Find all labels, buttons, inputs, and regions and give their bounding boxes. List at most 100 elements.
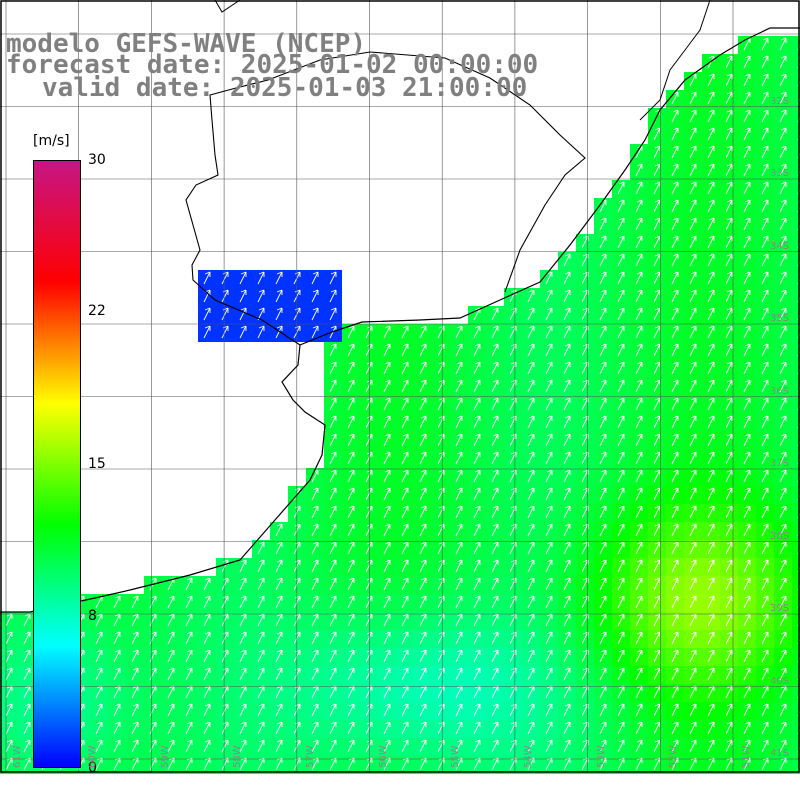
wind-arrow bbox=[383, 469, 391, 483]
wind-arrow bbox=[761, 163, 769, 177]
wind-arrow bbox=[743, 739, 751, 753]
wind-arrow bbox=[599, 703, 607, 717]
colorbar-tick-0: 0 bbox=[88, 760, 97, 776]
wind-arrow bbox=[689, 379, 697, 393]
wind-arrow bbox=[743, 397, 751, 411]
wind-arrow bbox=[761, 109, 769, 123]
title-line-1: modelo GEFS-WAVE (NCEP) bbox=[6, 29, 367, 59]
wind-arrow bbox=[581, 235, 589, 249]
wind-arrow bbox=[671, 433, 679, 447]
wind-arrow bbox=[671, 703, 679, 717]
wind-cell bbox=[792, 90, 800, 108]
lat-label: 40S bbox=[770, 676, 790, 687]
wind-arrow bbox=[113, 649, 121, 663]
wind-arrow bbox=[761, 469, 769, 483]
wind-arrow bbox=[761, 631, 769, 645]
wind-arrow bbox=[617, 559, 625, 573]
wind-arrow bbox=[671, 307, 679, 321]
wind-cell bbox=[792, 522, 800, 540]
wind-arrow bbox=[527, 415, 535, 429]
wind-arrow bbox=[779, 505, 787, 519]
wind-cell bbox=[792, 432, 800, 450]
wind-arrow bbox=[329, 667, 337, 681]
wind-arrow bbox=[743, 487, 751, 501]
wind-arrow bbox=[527, 595, 535, 609]
lon-label: 60W bbox=[87, 745, 98, 768]
wind-cell bbox=[792, 468, 800, 486]
wind-arrow bbox=[239, 577, 247, 591]
wind-arrow bbox=[347, 541, 355, 555]
wind-cell bbox=[792, 540, 800, 558]
wind-arrow bbox=[455, 559, 463, 573]
lon-label: 56W bbox=[378, 745, 389, 768]
wind-arrow bbox=[617, 631, 625, 645]
colorbar-tick-30: 30 bbox=[88, 152, 106, 168]
wind-arrow bbox=[203, 325, 211, 339]
wind-arrow bbox=[437, 505, 445, 519]
wind-arrow bbox=[473, 613, 481, 627]
wind-arrow bbox=[131, 703, 139, 717]
wind-arrow bbox=[761, 361, 769, 375]
wind-arrow bbox=[725, 73, 733, 87]
wind-arrow bbox=[23, 721, 31, 735]
wind-arrow bbox=[725, 487, 733, 501]
wind-arrow bbox=[761, 451, 769, 465]
wind-arrow bbox=[491, 505, 499, 519]
wind-arrow bbox=[581, 631, 589, 645]
wind-cell bbox=[792, 702, 800, 720]
wind-arrow bbox=[437, 649, 445, 663]
wind-arrow bbox=[599, 325, 607, 339]
wind-arrow bbox=[257, 739, 265, 753]
wind-arrow bbox=[779, 109, 787, 123]
wind-arrow bbox=[635, 505, 643, 519]
wind-arrow bbox=[563, 415, 571, 429]
wind-arrow bbox=[419, 703, 427, 717]
wind-arrow bbox=[707, 109, 715, 123]
wind-arrow bbox=[689, 397, 697, 411]
lat-lon-grid bbox=[0, 0, 800, 773]
wind-arrow bbox=[779, 415, 787, 429]
wind-arrow bbox=[5, 613, 13, 627]
wind-arrow bbox=[419, 667, 427, 681]
wind-arrow bbox=[725, 163, 733, 177]
wind-arrow bbox=[779, 127, 787, 141]
wind-arrow bbox=[545, 289, 553, 303]
wind-cell bbox=[792, 324, 800, 342]
wind-arrow bbox=[725, 217, 733, 231]
wind-arrows bbox=[5, 37, 800, 771]
wind-arrow bbox=[329, 739, 337, 753]
wind-arrow bbox=[671, 145, 679, 159]
wind-arrow bbox=[545, 703, 553, 717]
wind-arrow bbox=[311, 487, 319, 501]
wind-arrow bbox=[545, 433, 553, 447]
wind-arrow bbox=[239, 631, 247, 645]
wind-arrow bbox=[527, 613, 535, 627]
wind-arrow bbox=[707, 217, 715, 231]
wind-arrow bbox=[473, 631, 481, 645]
wind-arrow bbox=[203, 613, 211, 627]
wind-arrow bbox=[527, 397, 535, 411]
wind-arrow bbox=[473, 469, 481, 483]
wind-arrow bbox=[743, 181, 751, 195]
wind-arrow bbox=[761, 541, 769, 555]
wind-arrow bbox=[671, 631, 679, 645]
wind-arrow bbox=[761, 505, 769, 519]
wind-arrow bbox=[473, 649, 481, 663]
wind-arrow bbox=[311, 307, 319, 321]
wind-arrow bbox=[311, 649, 319, 663]
wind-arrow bbox=[347, 667, 355, 681]
wind-arrow bbox=[311, 577, 319, 591]
title-line-2: forecast date: 2025-01-02 00:00:00 bbox=[6, 50, 539, 80]
wind-arrow bbox=[437, 397, 445, 411]
wind-arrow bbox=[545, 631, 553, 645]
wind-cell bbox=[792, 648, 800, 666]
wind-arrow bbox=[545, 379, 553, 393]
wind-arrow bbox=[545, 523, 553, 537]
wind-arrow bbox=[689, 703, 697, 717]
wind-arrow bbox=[239, 667, 247, 681]
wind-arrow bbox=[437, 433, 445, 447]
wind-arrow bbox=[401, 469, 409, 483]
wind-arrow bbox=[581, 505, 589, 519]
wind-arrow bbox=[761, 73, 769, 87]
wind-arrow bbox=[671, 325, 679, 339]
